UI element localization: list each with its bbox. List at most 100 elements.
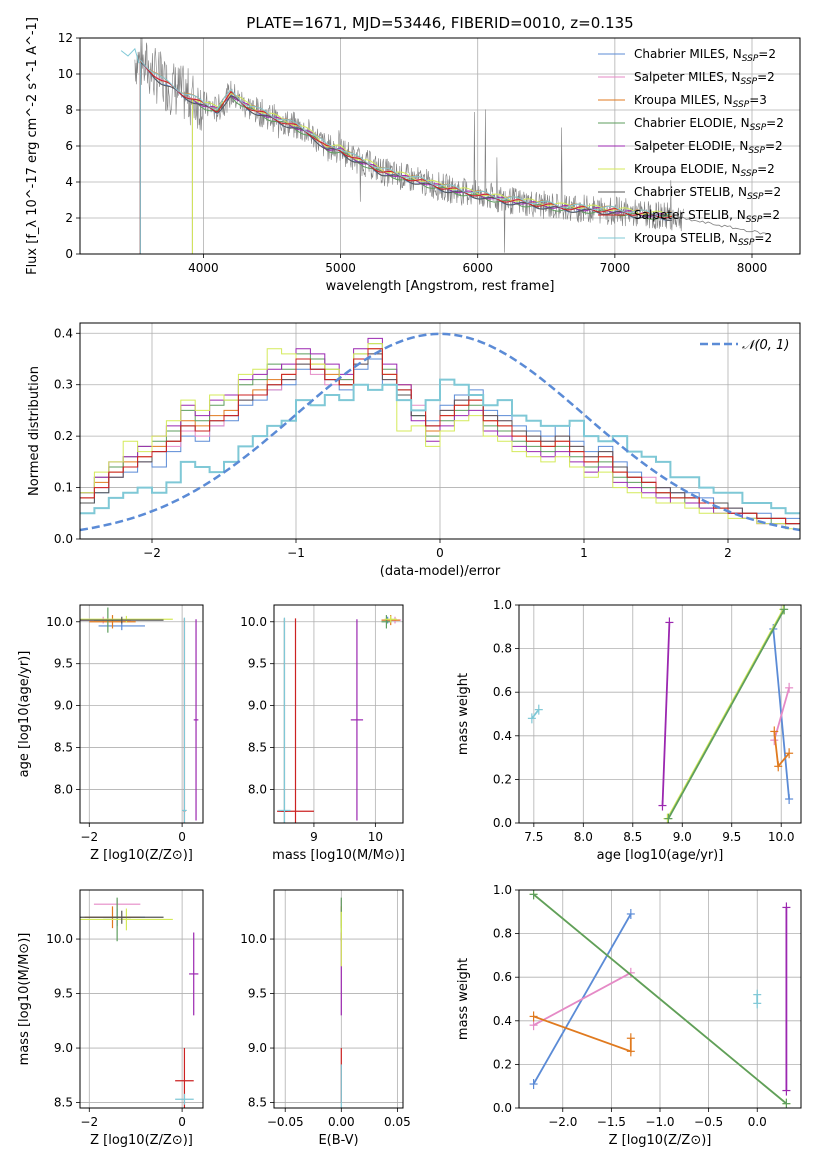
data-spectrum-line	[134, 38, 684, 253]
y-tick-label: 10.0	[240, 932, 267, 946]
y-axis-label: Normed distribution	[27, 366, 42, 496]
histogram-kroupa_stelib	[80, 378, 800, 515]
x-tick-label: 8.5	[623, 830, 642, 844]
x-tick-label: −0.5	[694, 1115, 723, 1129]
x-axis-label: age [log10(age/yr)]	[597, 848, 724, 863]
panel-mass_vs_EBV: −0.05 0.00 0.05 8.5 9.0 9.5 10.0 E(B-V)	[240, 889, 411, 1148]
weight-line-kroupa_miles	[773, 731, 790, 769]
x-tick-label: 0	[178, 830, 186, 844]
x-tick-label: 9.5	[722, 830, 741, 844]
y-tick-label: 0.1	[54, 481, 73, 495]
y-tick-label: 10.0	[46, 932, 73, 946]
y-tick-label: 9.0	[54, 699, 73, 713]
y-tick-label: 0.4	[493, 729, 512, 743]
legend-entry: Salpeter ELODIE, NSSP=2	[634, 139, 783, 156]
x-tick-label: 0	[178, 1115, 186, 1129]
y-tick-label: 9.0	[248, 699, 267, 713]
y-axis-label: age [log10(age/yr)]	[17, 651, 32, 778]
x-tick-label: −1.5	[597, 1115, 626, 1129]
x-tick-label: 0	[436, 546, 444, 560]
axes-frame	[79, 37, 801, 255]
x-tick-label: 0.05	[384, 1115, 411, 1129]
legend-entry: Kroupa ELODIE, NSSP=2	[634, 162, 775, 179]
y-tick-label: 0.0	[493, 1101, 512, 1115]
x-tick-label: 10	[368, 830, 383, 844]
legend-entry: Kroupa STELIB, NSSP=2	[634, 231, 772, 248]
x-axis-label: Z [log10(Z/Z⊙)]	[90, 848, 193, 863]
x-tick-label: 8000	[737, 261, 768, 275]
panel-spectrum: 4000 5000 6000 7000 8000 0 2 4 6 8 10 12 wavelength …	[25, 17, 801, 294]
model-line-chabrier_miles	[140, 61, 673, 221]
x-tick-label: −2	[80, 1115, 98, 1129]
y-tick-label: 0	[65, 247, 73, 261]
model-line-kroupa_stelib	[139, 59, 672, 217]
x-tick-label: −0.05	[267, 1115, 304, 1129]
x-tick-label: 5000	[325, 261, 356, 275]
x-tick-label: 4000	[188, 261, 219, 275]
y-tick-label: 0.2	[493, 772, 512, 786]
y-tick-label: 4	[65, 175, 73, 189]
y-tick-label: 10.0	[240, 615, 267, 629]
y-axis-label: mass weight	[456, 673, 471, 755]
weight-line-salpeter_miles	[773, 687, 790, 741]
panel-age_vs_Z: −2 0 8.0 8.5 9.0 9.5 10.0 Z [log10(Z/Z⊙)] age [l…	[17, 604, 204, 863]
legend-entry: Kroupa MILES, NSSP=3	[634, 93, 767, 110]
y-tick-label: 9.5	[54, 657, 73, 671]
legend-entry: 𝒩(0, 1)	[742, 338, 789, 353]
panel-weight_vs_age: 7.5 8.0 8.5 9.0 9.5 10.0 0.0 0.2 0.4 0.6 0.8 1.0 age…	[456, 598, 802, 863]
y-tick-label: 0.4	[54, 326, 73, 340]
panel-residuals: −2 −1 0 1 2 0.0 0.1 0.2 0.3 0.4 (data-model)/error…	[27, 322, 801, 579]
model-line-salpeter_miles	[139, 60, 673, 219]
axes-frame	[79, 889, 204, 1109]
y-tick-label: 9.0	[248, 1041, 267, 1055]
y-tick-label: 0.0	[54, 532, 73, 546]
data-spectrum-tail	[669, 215, 766, 235]
axes-frame	[273, 889, 404, 1109]
histogram-kroupa_elodie	[80, 343, 800, 530]
y-tick-label: 12	[58, 31, 73, 45]
model-line-kroupa_miles	[139, 60, 672, 216]
weight-line-kroupa_miles	[533, 1015, 632, 1053]
legend-entry: Chabrier STELIB, NSSP=2	[634, 185, 781, 202]
x-tick-label: −2	[143, 546, 161, 560]
legend-entry: Chabrier MILES, NSSP=2	[634, 47, 776, 64]
y-tick-label: 10.0	[46, 615, 73, 629]
x-tick-label: −1	[287, 546, 305, 560]
model-line-kroupa_elodie	[192, 93, 672, 217]
y-tick-label: 8	[65, 103, 73, 117]
y-axis-label: mass weight	[456, 958, 471, 1040]
plot-area	[80, 332, 800, 532]
y-tick-label: 0.6	[493, 970, 512, 984]
plot-area	[80, 897, 199, 1108]
x-tick-label: 9	[310, 830, 318, 844]
x-tick-label: 7.5	[524, 830, 543, 844]
axes-frame	[518, 604, 802, 824]
x-axis-label: Z [log10(Z/Z⊙)]	[90, 1133, 193, 1148]
y-tick-label: 1.0	[493, 883, 512, 897]
axes-frame	[79, 322, 801, 540]
x-axis-label: E(B-V)	[318, 1133, 358, 1148]
model-line-salpeter_stelib	[139, 60, 673, 219]
weight-line-chabrier_elodie	[533, 893, 787, 1105]
y-tick-label: 9.5	[54, 987, 73, 1001]
y-tick-label: 9.5	[248, 657, 267, 671]
weight-line-kroupa_stelib	[531, 709, 540, 719]
weight-line-salpeter_miles	[533, 972, 632, 1026]
y-tick-label: 10	[58, 67, 73, 81]
y-tick-label: 2	[65, 211, 73, 225]
y-tick-label: 0.8	[493, 927, 512, 941]
y-tick-label: 8.5	[54, 1096, 73, 1110]
legend-entry: Salpeter STELIB, NSSP=2	[634, 208, 780, 225]
x-tick-label: 9.0	[673, 830, 692, 844]
axes-frame	[273, 604, 404, 824]
figure-title: PLATE=1671, MJD=53446, FIBERID=0010, z=0…	[246, 14, 633, 32]
data-spectrum-blue-edge	[120, 47, 140, 64]
legend-entry: Salpeter MILES, NSSP=2	[634, 70, 775, 87]
x-tick-label: 0.0	[748, 1115, 767, 1129]
x-tick-label: 2	[724, 546, 732, 560]
y-axis-label: Flux [f_λ 10^-17 erg cm^-2 s^-1 A^-1]	[25, 17, 40, 275]
x-axis-label: Z [log10(Z/Z⊙)]	[609, 1133, 712, 1148]
y-tick-label: 0.3	[54, 378, 73, 392]
plot-area	[527, 605, 794, 823]
